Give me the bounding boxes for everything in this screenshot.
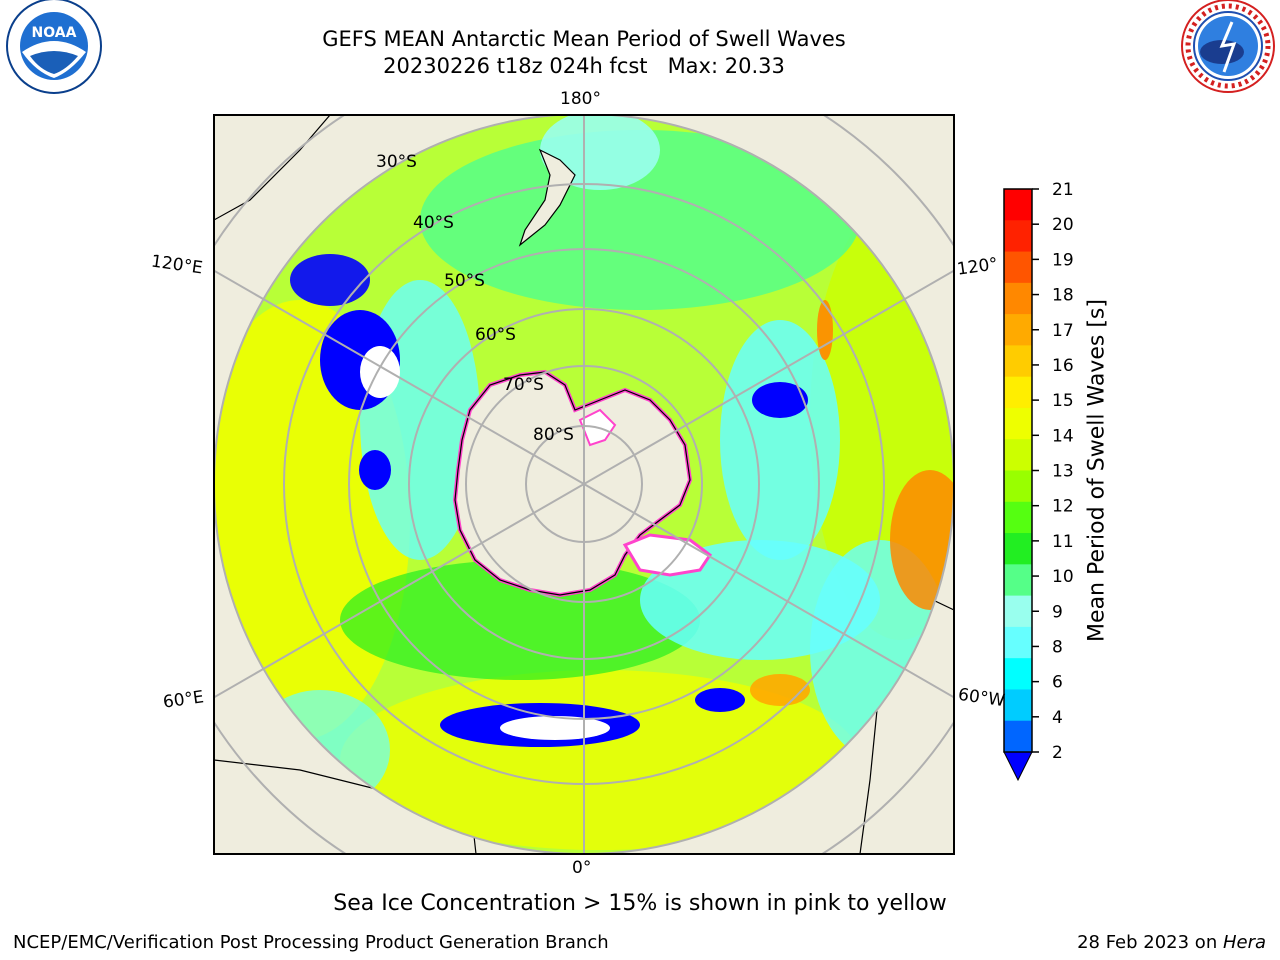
colorbar-segment (1004, 439, 1032, 471)
colorbar-tick-label: 18 (1052, 286, 1074, 306)
colorbar: 21 20 19 18 17 16 15 14 13 12 11 10 9 8 6 4 2 (1003, 180, 1074, 782)
sea-ice-note: Sea Ice Concentration > 15% is shown in … (333, 891, 947, 916)
colorbar-segment (1004, 251, 1032, 284)
colorbar-segment (1004, 376, 1032, 409)
colorbar-tick-label: 9 (1052, 602, 1063, 622)
lon-label-180: 180° (560, 89, 601, 109)
colorbar-segment (1004, 501, 1032, 534)
land-new-zealand (518, 148, 576, 247)
land-australia-corner (214, 115, 331, 221)
colorbar-segment (1004, 345, 1032, 378)
lat-label-30S: 30°S (376, 152, 417, 172)
colorbar-tick-label: 4 (1052, 708, 1063, 728)
colorbar-segment (1004, 470, 1032, 503)
noaa-logo-text: NOAA (32, 25, 77, 41)
colorbar-segment (1004, 282, 1032, 315)
colorbar-segment (1004, 720, 1032, 753)
lat-label-70S: 70°S (503, 375, 544, 395)
colorbar-segment (1004, 595, 1032, 628)
map-frame (213, 114, 955, 855)
colorbar-tick-label: 10 (1052, 567, 1074, 587)
meridian-lines (214, 115, 954, 854)
colorbar-segment (1004, 189, 1032, 221)
footer-credit: NCEP/EMC/Verification Post Processing Pr… (13, 932, 609, 953)
colorbar-tick-label: 6 (1052, 673, 1063, 693)
colorbar-label: Mean Period of Swell Waves [s] (1084, 299, 1110, 642)
colorbar-segment (1004, 564, 1032, 597)
colorbar-tick-label: 2 (1052, 743, 1063, 763)
footer-date-text: 28 Feb 2023 on (1077, 932, 1223, 953)
map-canvas (214, 115, 954, 854)
colorbar-tick-label: 8 (1052, 637, 1063, 657)
colorbar-extend-arrow (1003, 751, 1033, 782)
colorbar-tick-label: 12 (1052, 497, 1074, 517)
colorbar-tick-label: 17 (1052, 321, 1074, 341)
colorbar-segment (1004, 407, 1032, 440)
lat-label-40S: 40°S (413, 213, 454, 233)
map-title: GEFS MEAN Antarctic Mean Period of Swell… (322, 27, 846, 51)
colorbar-segment (1004, 689, 1032, 722)
colorbar-tick-label: 14 (1052, 426, 1074, 446)
colorbar-segment (1004, 220, 1032, 253)
colorbar-segment (1004, 314, 1032, 346)
map-subtitle: 20230226 t18z 024h fcst Max: 20.33 (383, 54, 785, 78)
lat-label-60S: 60°S (475, 325, 516, 345)
colorbar-tick-label: 16 (1052, 356, 1074, 376)
colorbar-tick-label: 13 (1052, 462, 1074, 482)
colorbar-segment (1004, 533, 1032, 565)
noaa-logo: NOAA (6, 0, 102, 94)
lat-label-50S: 50°S (444, 271, 485, 291)
colorbar-tick-label: 11 (1052, 532, 1074, 552)
nws-logo (1181, 0, 1275, 93)
colorbar-segment (1004, 658, 1032, 690)
colorbar-tick-label: 20 (1052, 215, 1074, 235)
colorbar-tick-label: 15 (1052, 391, 1074, 411)
lat-label-80S: 80°S (533, 425, 574, 445)
colorbar-segment (1004, 626, 1032, 659)
colorbar-tick-label: 21 (1052, 180, 1074, 200)
footer-date: 28 Feb 2023 on Hera (1077, 932, 1266, 953)
lon-label-0: 0° (572, 858, 592, 878)
colorbar-tick-label: 19 (1052, 250, 1074, 270)
footer-host: Hera (1222, 932, 1266, 953)
